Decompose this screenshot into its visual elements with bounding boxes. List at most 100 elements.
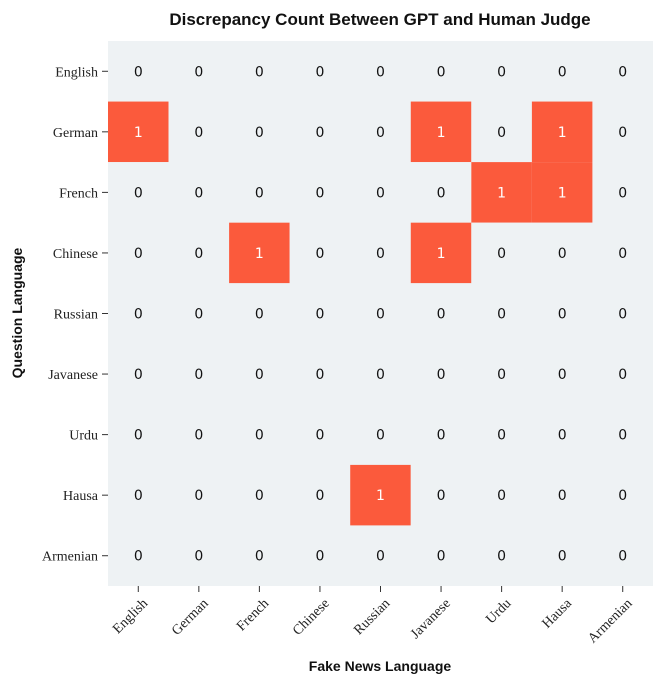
heatmap-cell (471, 101, 532, 163)
cell-value-label: 1 (437, 246, 446, 262)
heatmap-cell (350, 162, 411, 223)
cell-value-label: 0 (376, 549, 385, 565)
heatmap-cell (471, 283, 532, 344)
y-tick-label: German (53, 126, 98, 141)
cell-value-label: 0 (255, 307, 264, 323)
heatmap-cell (471, 525, 532, 586)
heatmap-cell (168, 343, 230, 405)
cell-value-label: 1 (134, 125, 143, 141)
cell-value-label: 0 (134, 428, 143, 444)
heatmap-cell (592, 283, 653, 344)
chart-title: Discrepancy Count Between GPT and Human … (169, 10, 590, 29)
heatmap-cells: 0 0 0 0 0 0 0 0 0 1 0 0 0 0 1 0 1 0 0 0 0 0 0 0 1 1 0 0 0 1 0 0 1 0 0 0 0 0 0 0… (108, 41, 653, 586)
cell-value-label: 0 (497, 367, 506, 383)
cell-value-label: 0 (558, 488, 567, 504)
cell-value-label: 0 (315, 488, 324, 504)
x-tick-label: Chinese (290, 596, 333, 639)
cell-value-label: 0 (618, 125, 627, 141)
heatmap-cell (108, 464, 169, 526)
heatmap-cell (108, 41, 169, 102)
heatmap-cell (168, 464, 230, 526)
x-axis-label: Fake News Language (309, 658, 452, 674)
heatmap-cell (410, 283, 472, 344)
cell-value-label: 0 (255, 549, 264, 565)
x-axis-ticks: English German French Chinese Russian Javanes… (110, 586, 636, 646)
heatmap-cell (471, 41, 532, 102)
x-tick-label: English (110, 596, 151, 637)
cell-value-label: 0 (315, 185, 324, 201)
heatmap-cell (471, 464, 532, 526)
heatmap-cell (229, 525, 290, 586)
cell-value-label: 0 (194, 549, 203, 565)
heatmap-cell (168, 222, 230, 284)
heatmap-cell (350, 464, 411, 526)
heatmap-cell (108, 222, 169, 284)
cell-value-label: 0 (497, 549, 506, 565)
heatmap-cell (410, 404, 472, 465)
heatmap-cell (592, 404, 653, 465)
heatmap-cell (168, 41, 230, 102)
cell-value-label: 0 (376, 246, 385, 262)
cell-value-label: 0 (376, 125, 385, 141)
heatmap-cell (531, 222, 593, 284)
heatmap-cell (531, 41, 593, 102)
heatmap-cell (410, 222, 472, 284)
heatmap-cell (350, 41, 411, 102)
cell-value-label: 0 (315, 428, 324, 444)
heatmap-cell (592, 222, 653, 284)
heatmap-cell (592, 343, 653, 405)
cell-value-label: 0 (437, 185, 446, 201)
cell-value-label: 0 (618, 64, 627, 80)
cell-value-label: 1 (376, 488, 385, 504)
cell-value-label: 0 (558, 549, 567, 565)
cell-value-label: 0 (497, 64, 506, 80)
y-tick-label: Armenian (42, 550, 98, 565)
heatmap-cell (531, 101, 593, 163)
cell-value-label: 0 (437, 367, 446, 383)
heatmap-cell (168, 283, 230, 344)
heatmap-cell (289, 101, 351, 163)
cell-value-label: 0 (255, 367, 264, 383)
heatmap-cell (289, 41, 351, 102)
cell-value-label: 0 (437, 488, 446, 504)
heatmap-cell (289, 283, 351, 344)
x-tick-label: Hausa (540, 596, 576, 632)
cell-value-label: 1 (437, 125, 446, 141)
heatmap-cell (410, 101, 472, 163)
y-tick-label: Russian (54, 308, 98, 323)
cell-value-label: 0 (134, 185, 143, 201)
heatmap-cell (531, 283, 593, 344)
heatmap-cell (289, 404, 351, 465)
cell-value-label: 0 (194, 367, 203, 383)
cell-value-label: 0 (437, 549, 446, 565)
heatmap-cell (168, 101, 230, 163)
cell-value-label: 0 (376, 367, 385, 383)
cell-value-label: 0 (497, 125, 506, 141)
x-tick-label: French (234, 596, 272, 634)
x-tick-label: Javanese (408, 596, 454, 642)
cell-value-label: 0 (618, 307, 627, 323)
cell-value-label: 0 (255, 125, 264, 141)
heatmap-cell (592, 464, 653, 526)
y-axis-ticks: English German French Chinese Russian Javanes… (42, 65, 108, 565)
heatmap-cell (531, 525, 593, 586)
x-tick-label: Russian (351, 596, 393, 638)
cell-value-label: 1 (558, 125, 567, 141)
cell-value-label: 0 (255, 488, 264, 504)
heatmap-cell (471, 343, 532, 405)
heatmap-cell (289, 222, 351, 284)
cell-value-label: 0 (497, 246, 506, 262)
heatmap-cell (229, 41, 290, 102)
cell-value-label: 0 (618, 185, 627, 201)
cell-value-label: 0 (437, 307, 446, 323)
y-tick-label: Chinese (53, 247, 98, 262)
heatmap-cell (471, 162, 532, 223)
cell-value-label: 1 (255, 246, 264, 262)
cell-value-label: 0 (315, 549, 324, 565)
heatmap-cell (350, 343, 411, 405)
cell-value-label: 0 (618, 367, 627, 383)
heatmap-cell (592, 41, 653, 102)
cell-value-label: 0 (255, 64, 264, 80)
heatmap-cell (108, 162, 169, 223)
